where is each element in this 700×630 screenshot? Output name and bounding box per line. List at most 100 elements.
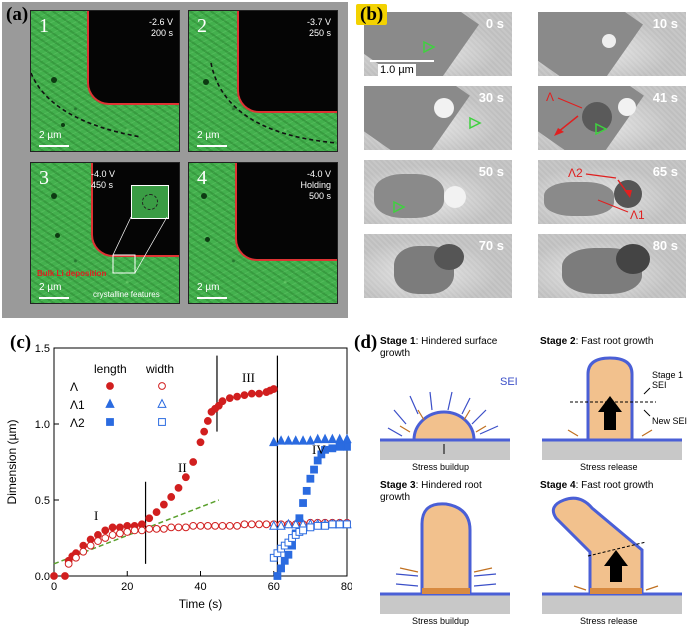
data-point — [79, 547, 88, 556]
data-point — [167, 523, 176, 532]
inset-zoom — [131, 185, 169, 219]
data-point — [328, 444, 337, 453]
scale-bar-label: 2 µm — [39, 282, 62, 293]
data-point — [218, 521, 227, 530]
panel-c-label: (c) — [10, 332, 32, 353]
data-point — [225, 394, 234, 403]
x-tick-label: 0 — [51, 581, 57, 593]
stage4-foot: Stress release — [580, 616, 638, 626]
stage1-diagram — [380, 391, 510, 460]
data-point — [305, 435, 316, 445]
frame-b-65: Λ2 Λ1 65 s — [538, 160, 686, 224]
stage-label-III: III — [242, 370, 255, 385]
data-point — [130, 526, 139, 535]
stage-label-II: II — [178, 460, 187, 475]
data-point — [328, 520, 337, 529]
data-point — [335, 442, 344, 451]
data-point — [240, 391, 249, 400]
data-point — [189, 521, 198, 530]
frame-info: -4.0 V 450 s — [91, 169, 116, 190]
scale-bar — [197, 297, 227, 299]
panel-d: (d) Stage 1: Hindered surface growth Sta… — [352, 330, 698, 628]
data-point — [299, 526, 307, 535]
data-point — [343, 520, 351, 529]
panel-b-label: (b) — [356, 4, 388, 25]
scale-bar-label: 1.0 µm — [378, 64, 416, 76]
data-point — [101, 534, 110, 542]
data-point — [189, 458, 198, 466]
data-point — [247, 389, 256, 398]
ann-lambda: Λ — [546, 90, 555, 104]
data-point — [298, 435, 308, 445]
frame-number: 1 — [39, 15, 49, 37]
data-point — [310, 465, 318, 474]
frame-b-80: 80 s — [538, 234, 686, 298]
data-point — [200, 427, 209, 436]
data-point — [50, 572, 58, 580]
frame-number: 3 — [39, 167, 49, 189]
scale-bar-label: 2 µm — [197, 130, 220, 141]
data-point — [276, 520, 286, 530]
scale-bar-label: 2 µm — [197, 282, 220, 293]
stage2-foot: Stress release — [580, 462, 638, 472]
data-point — [284, 550, 293, 559]
legend-marker — [157, 398, 167, 408]
y-tick-label: 1.0 — [35, 419, 50, 431]
stage2-title: Stage 2: Fast root growth — [540, 336, 654, 347]
x-tick-label: 20 — [121, 581, 133, 593]
legend-marker — [105, 398, 115, 408]
stage2-diagram — [542, 356, 682, 460]
frame-a2: 2 -3.7 V 250 s 2 µm — [188, 10, 338, 152]
data-point — [138, 526, 146, 535]
data-point — [312, 433, 323, 444]
data-point — [233, 521, 242, 530]
growth-boundary-curve — [210, 62, 337, 144]
data-point — [335, 520, 344, 529]
data-point — [152, 524, 161, 533]
data-point — [233, 392, 242, 401]
scale-bar-label: 2 µm — [39, 130, 62, 141]
legend-marker — [158, 418, 166, 426]
data-point — [342, 433, 352, 444]
data-point — [145, 524, 154, 533]
panel-c: (c) 0 20 40 60 80 0.0 0.5 1.0 1.5 Time (s) Dimensi… — [2, 330, 352, 628]
data-point — [327, 433, 338, 444]
data-point — [277, 564, 285, 573]
stage3-diagram — [380, 502, 510, 614]
stage4-title: Stage 4: Fast root growth — [540, 480, 654, 491]
data-point — [181, 523, 190, 532]
data-point — [94, 537, 102, 545]
data-point — [116, 529, 124, 538]
data-point — [72, 553, 80, 562]
data-point — [64, 559, 73, 568]
data-point — [145, 514, 154, 523]
y-tick-label: 0.5 — [35, 495, 50, 507]
frame-b-10: 10 s — [538, 12, 686, 76]
data-point — [299, 499, 307, 507]
x-tick-label: 80 — [341, 581, 352, 593]
data-point — [108, 523, 117, 532]
legend-width-label: width — [146, 362, 175, 376]
y-axis-label: Dimension (µm) — [5, 420, 19, 505]
li-region — [235, 163, 337, 261]
data-point — [240, 520, 249, 529]
data-point — [291, 435, 301, 445]
frame-info: -4.0 V Holding 500 s — [300, 169, 331, 201]
data-point — [174, 523, 183, 532]
legend-row-lambda1: Λ1 — [70, 398, 85, 412]
panel-b: (b) 0 s 1.0 µm 10 s 30 s Λ 41 s 50 — [354, 2, 698, 316]
dimension-chart: 0 20 40 60 80 0.0 0.5 1.0 1.5 Time (s) Dimension (… — [5, 343, 352, 611]
legend-row-lambda2: Λ2 — [70, 416, 85, 430]
inset-guides — [112, 216, 168, 274]
panel-d-label: (d) — [354, 332, 378, 353]
frame-number: 4 — [197, 167, 207, 189]
sei-label: SEI — [500, 376, 518, 388]
data-point — [123, 528, 132, 536]
x-tick-label: 40 — [194, 581, 206, 593]
ann-lambda2: Λ2 — [568, 166, 583, 180]
data-point — [283, 435, 294, 445]
scale-bar — [39, 145, 69, 147]
data-point — [196, 521, 205, 530]
legend-marker — [106, 418, 114, 426]
frame-info: -2.6 V 200 s — [148, 17, 173, 38]
